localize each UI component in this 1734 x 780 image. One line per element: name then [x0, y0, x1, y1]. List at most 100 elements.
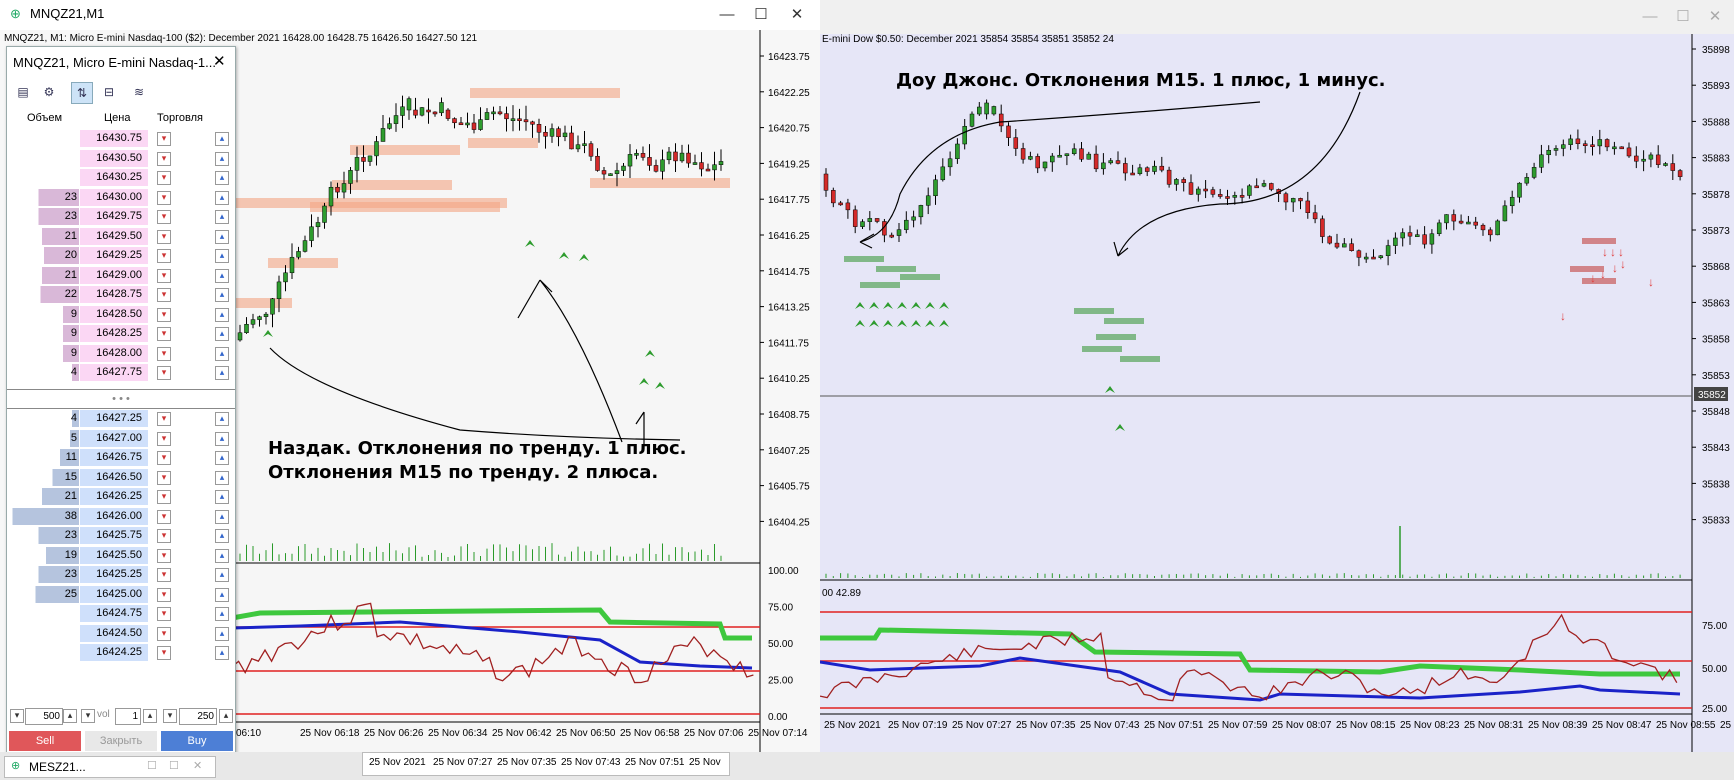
bid-price[interactable]: 16427.00: [80, 429, 148, 447]
bid-row[interactable]: 16424.25 ▾ ▴: [7, 643, 235, 662]
bid-price[interactable]: 16424.50: [80, 624, 148, 642]
left-window-titlebar[interactable]: ⊕ MNQZ21,M1 — ☐ ✕: [0, 0, 820, 30]
maximize-button[interactable]: ☐: [1676, 8, 1690, 25]
buy-limit-button[interactable]: ▴: [215, 509, 229, 524]
bid-row[interactable]: 16424.50 ▾ ▴: [7, 624, 235, 643]
levels-icon[interactable]: ⊟: [103, 85, 115, 99]
ask-price[interactable]: 16429.00: [80, 266, 148, 284]
bid-price[interactable]: 16425.00: [80, 585, 148, 603]
ask-row[interactable]: 16430.25 ▾ ▴: [7, 168, 235, 187]
ask-price[interactable]: 16428.00: [80, 344, 148, 362]
buy-limit-button[interactable]: ▴: [215, 288, 229, 302]
sell-limit-button[interactable]: ▾: [157, 529, 171, 543]
sell-limit-button[interactable]: ▾: [157, 470, 171, 485]
ask-price[interactable]: 16430.00: [80, 188, 148, 206]
lot2-field[interactable]: 250: [179, 708, 217, 725]
buy-limit-button[interactable]: ▴: [215, 346, 229, 361]
settings-icon[interactable]: ⚙: [43, 85, 55, 99]
bid-row[interactable]: 23 16425.25 ▾ ▴: [7, 565, 235, 584]
buy-limit-button[interactable]: ▴: [215, 229, 229, 244]
sell-limit-button[interactable]: ▾: [157, 490, 171, 504]
buy-limit-button[interactable]: ▴: [215, 132, 229, 146]
ask-row[interactable]: 4 16427.75 ▾ ▴: [7, 363, 235, 382]
bid-row[interactable]: 21 16426.25 ▾ ▴: [7, 487, 235, 506]
sell-limit-button[interactable]: ▾: [157, 431, 171, 446]
sell-limit-button[interactable]: ▾: [157, 607, 171, 621]
bid-price[interactable]: 16426.00: [80, 507, 148, 525]
ask-row[interactable]: 23 16430.00 ▾ ▴: [7, 188, 235, 207]
right-window-titlebar[interactable]: — ☐ ✕: [820, 0, 1734, 34]
bid-price[interactable]: 16426.25: [80, 488, 148, 505]
bid-price[interactable]: 16424.25: [80, 644, 148, 661]
close-button[interactable]: ✕: [1708, 8, 1722, 25]
buy-button[interactable]: Buy: [161, 731, 233, 751]
sell-limit-button[interactable]: ▾: [157, 366, 171, 380]
buy-limit-button[interactable]: ▴: [215, 171, 229, 185]
buy-limit-button[interactable]: ▴: [215, 548, 229, 563]
buy-limit-button[interactable]: ▴: [215, 626, 229, 641]
bid-price[interactable]: 16427.25: [80, 410, 148, 427]
buy-limit-button[interactable]: ▴: [215, 431, 229, 446]
ask-row[interactable]: 9 16428.50 ▾ ▴: [7, 305, 235, 324]
lot2-up-button[interactable]: ▴: [219, 709, 233, 723]
lot2-down-button[interactable]: ▾: [163, 709, 177, 723]
sell-limit-button[interactable]: ▾: [157, 451, 171, 465]
buy-limit-button[interactable]: ▴: [215, 412, 229, 426]
close-icon[interactable]: ✕: [213, 53, 226, 70]
buy-limit-button[interactable]: ▴: [215, 151, 229, 166]
sell-limit-button[interactable]: ▾: [157, 171, 171, 185]
sell-limit-button[interactable]: ▾: [157, 229, 171, 244]
close-button[interactable]: ✕: [790, 6, 804, 23]
ask-row[interactable]: 22 16428.75 ▾ ▴: [7, 285, 235, 304]
buy-limit-button[interactable]: ▴: [215, 268, 229, 283]
bid-row[interactable]: 11 16426.75 ▾ ▴: [7, 448, 235, 467]
left-chart-canvas[interactable]: 16423.75 16422.25 16420.75 16419.25 16417.75…: [0, 30, 820, 752]
sell-limit-button[interactable]: ▾: [157, 288, 171, 302]
ask-price[interactable]: 16429.25: [80, 247, 148, 264]
indicator-icon[interactable]: ≋: [133, 85, 145, 99]
ask-row[interactable]: 21 16429.00 ▾ ▴: [7, 266, 235, 285]
ask-row[interactable]: 9 16428.00 ▾ ▴: [7, 344, 235, 363]
bid-price[interactable]: 16424.75: [80, 605, 148, 622]
buy-limit-button[interactable]: ▴: [215, 307, 229, 322]
sell-limit-button[interactable]: ▾: [157, 210, 171, 224]
close-icon[interactable]: ✕: [193, 760, 203, 772]
vol-field[interactable]: 1: [115, 708, 141, 725]
ask-row[interactable]: 20 16429.25 ▾ ▴: [7, 246, 235, 265]
sell-limit-button[interactable]: ▾: [157, 151, 171, 166]
bid-row[interactable]: 16424.75 ▾ ▴: [7, 604, 235, 623]
buy-limit-button[interactable]: ▴: [215, 568, 229, 582]
buy-limit-button[interactable]: ▴: [215, 470, 229, 485]
sell-limit-button[interactable]: ▾: [157, 268, 171, 283]
ask-price[interactable]: 16429.50: [80, 227, 148, 245]
ask-row[interactable]: 16430.75 ▾ ▴: [7, 129, 235, 148]
ask-row[interactable]: 9 16428.25 ▾ ▴: [7, 324, 235, 343]
bid-price[interactable]: 16425.75: [80, 527, 148, 544]
buy-limit-button[interactable]: ▴: [215, 366, 229, 380]
ask-price[interactable]: 16428.25: [80, 325, 148, 342]
ask-price[interactable]: 16429.75: [80, 208, 148, 225]
bid-row[interactable]: 19 16425.50 ▾ ▴: [7, 546, 235, 565]
sell-limit-button[interactable]: ▾: [157, 132, 171, 146]
ask-price[interactable]: 16430.25: [80, 169, 148, 186]
chart-icon[interactable]: ▤: [17, 85, 29, 99]
sell-limit-button[interactable]: ▾: [157, 646, 171, 660]
maximize-button[interactable]: ☐: [754, 6, 768, 23]
sell-limit-button[interactable]: ▾: [157, 568, 171, 582]
sell-limit-button[interactable]: ▾: [157, 249, 171, 263]
vol-up-button[interactable]: ▴: [143, 709, 157, 723]
right-chart-canvas[interactable]: 35898 35893 35888 35883 35878 35873 35868 35863…: [820, 34, 1734, 752]
bid-row[interactable]: 38 16426.00 ▾ ▴: [7, 507, 235, 526]
sell-limit-button[interactable]: ▾: [157, 412, 171, 426]
vol-down-button[interactable]: ▾: [81, 709, 95, 723]
buy-limit-button[interactable]: ▴: [215, 607, 229, 621]
buy-limit-button[interactable]: ▴: [215, 190, 229, 205]
buy-limit-button[interactable]: ▴: [215, 327, 229, 341]
sell-limit-button[interactable]: ▾: [157, 626, 171, 641]
sell-limit-button[interactable]: ▾: [157, 307, 171, 322]
ask-price[interactable]: 16428.75: [80, 286, 148, 303]
ask-price[interactable]: 16430.50: [80, 149, 148, 167]
bid-row[interactable]: 5 16427.00 ▾ ▴: [7, 429, 235, 448]
lot1-up-button[interactable]: ▴: [63, 709, 77, 723]
dom-separator[interactable]: • • •: [7, 389, 235, 409]
